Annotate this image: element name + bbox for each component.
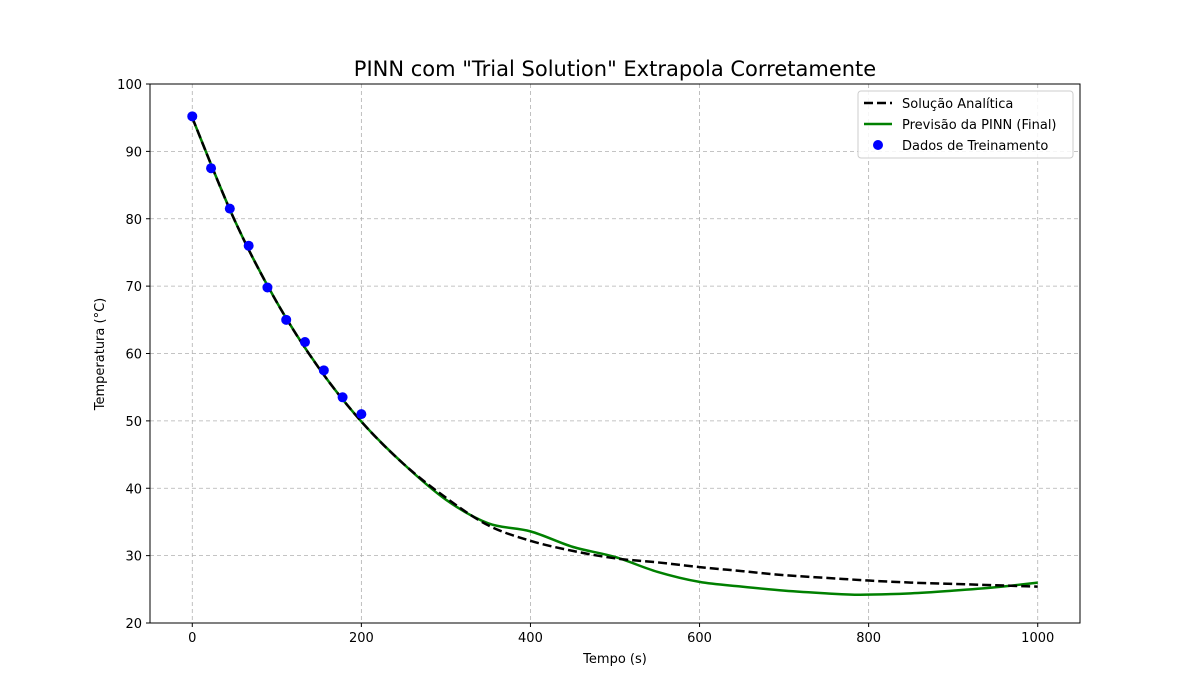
grid-lines: [150, 83, 1080, 624]
x-axis-label: Tempo (s): [582, 652, 647, 667]
y-tick-label: 100: [117, 78, 142, 93]
x-tick-label: 800: [856, 631, 881, 646]
legend: Solução Analítica Previsão da PINN (Final…: [857, 90, 1074, 159]
y-tick-label: 40: [125, 482, 142, 497]
y-axis-label: Temperatura (°C): [93, 298, 108, 411]
training-data-point: [243, 240, 254, 251]
legend-entry-label: Solução Analítica: [902, 97, 1013, 112]
y-tick-label: 80: [125, 213, 142, 228]
legend-swatch: [873, 140, 883, 150]
training-data-point: [337, 392, 348, 403]
training-data-point: [318, 365, 329, 376]
analytic-solution-line: [191, 117, 1038, 588]
y-tick-label: 30: [125, 550, 142, 565]
x-tick-label: 1000: [1021, 631, 1054, 646]
x-tick-label: 0: [188, 631, 196, 646]
x-tick-label: 400: [518, 631, 543, 646]
training-data-point: [224, 203, 235, 214]
x-tick-label: 200: [349, 631, 374, 646]
training-data-point: [187, 111, 198, 122]
training-data-point: [299, 337, 310, 348]
chart-title: PINN com "Trial Solution" Extrapola Corr…: [354, 57, 876, 81]
x-tick-label: 600: [687, 631, 712, 646]
training-data-point: [281, 314, 292, 325]
y-tick-label: 60: [125, 348, 142, 363]
y-tick-label: 20: [125, 617, 142, 632]
axis-ticks: 0 200 400 600 800 1000 20 30 40 50 60 70 80 90 100: [117, 78, 1054, 646]
pinn-prediction-line: [191, 117, 1038, 596]
legend-entry-label: Dados de Treinamento: [902, 139, 1048, 154]
y-tick-label: 90: [125, 145, 142, 160]
legend-box: [857, 90, 1074, 159]
training-data-point: [206, 163, 217, 174]
series-layer: [187, 111, 1038, 596]
training-data-point: [356, 409, 367, 420]
y-tick-label: 70: [125, 280, 142, 295]
legend-entry-label: Previsão da PINN (Final): [902, 118, 1057, 133]
training-data-point: [262, 282, 273, 293]
y-tick-label: 50: [125, 415, 142, 430]
